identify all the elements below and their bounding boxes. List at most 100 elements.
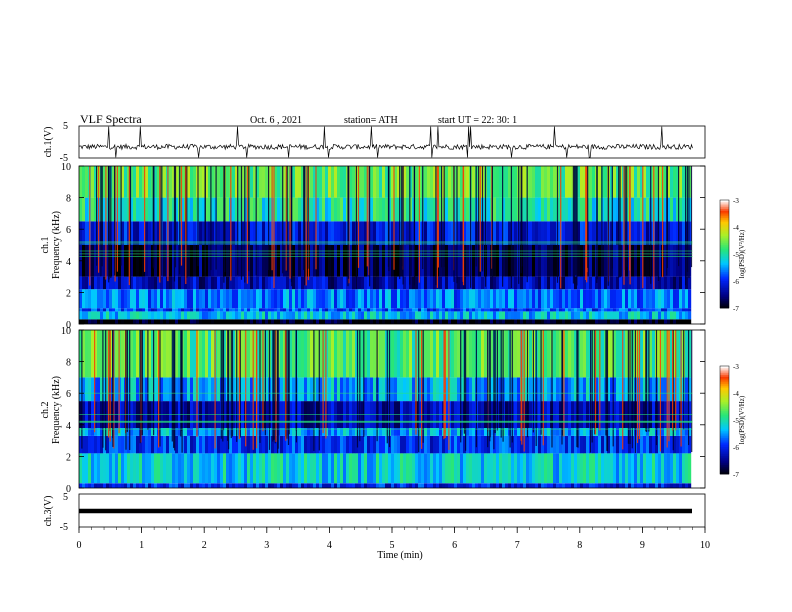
spectrogram-cell — [184, 453, 188, 484]
spectrogram-cell — [586, 435, 590, 454]
spectrogram-cell — [313, 245, 317, 277]
spectrogram-cell — [175, 245, 179, 277]
sferic-streak — [646, 330, 648, 432]
spectrogram-cell — [220, 166, 224, 198]
spectrogram-cell — [562, 289, 566, 309]
spectrogram-cell — [256, 483, 260, 488]
spectrogram-cell — [232, 453, 236, 484]
spectrogram-cell — [187, 221, 191, 245]
spectrogram-cell — [514, 453, 518, 484]
spectrogram-cell — [292, 308, 296, 312]
spectrogram-cell — [241, 319, 245, 324]
spectrogram-cell — [139, 221, 143, 245]
spectrogram-cell — [427, 289, 431, 309]
spectrogram-cell — [316, 330, 320, 378]
spectrogram-cell — [676, 166, 680, 198]
spectrogram-cell — [502, 483, 506, 488]
spectrogram-cell — [595, 483, 599, 488]
spectrogram-cell — [652, 435, 656, 454]
spectrogram-cell — [385, 319, 389, 324]
spectrogram-cell — [166, 377, 170, 402]
spectrogram-cell — [589, 166, 593, 198]
spectrogram-cell — [403, 245, 407, 277]
spectrogram-cell — [88, 483, 92, 488]
spectrogram-cell — [280, 197, 284, 222]
spectrogram-cell — [103, 245, 107, 277]
spectrogram-cell — [535, 289, 539, 309]
spectrogram-cell — [664, 435, 668, 454]
spectrogram-cell — [199, 453, 203, 484]
spectrogram-cell — [538, 435, 542, 454]
spectrogram-cell — [604, 289, 608, 309]
spectrogram-cell — [262, 453, 266, 484]
spectrogram-cell — [601, 435, 605, 454]
spectrogram-cell — [580, 453, 584, 484]
spectrogram-cell — [151, 289, 155, 309]
spectrogram-cell — [247, 289, 251, 309]
spectrogram-cell — [127, 311, 131, 320]
spectrogram-cell — [481, 435, 485, 454]
spectrogram-cell — [322, 311, 326, 320]
spectrogram-cell — [202, 197, 206, 222]
spectrogram-cell — [505, 197, 509, 222]
spectrogram-cell — [658, 377, 662, 402]
sferic-streak — [666, 166, 668, 276]
spectrogram-cell — [187, 319, 191, 324]
spectrogram-cell — [424, 308, 428, 312]
sferic-streak — [657, 166, 660, 281]
spectrogram-cell — [622, 483, 626, 488]
spectrogram-cell — [94, 308, 98, 312]
spectrogram-cell — [100, 377, 104, 402]
spectrogram-cell — [211, 311, 215, 320]
spectrogram-cell — [187, 330, 191, 378]
spectrogram-cell — [184, 308, 188, 312]
spectrogram-cell — [208, 276, 212, 290]
spectrogram-cell — [376, 166, 380, 198]
spectrogram-cell — [577, 319, 581, 324]
spectrogram-cell — [241, 311, 245, 320]
colorbar-segment — [720, 427, 729, 430]
narrowband-line — [79, 422, 693, 423]
spectrogram-cell — [673, 435, 677, 454]
spectrogram-cell — [688, 377, 692, 402]
spectrogram-cell — [505, 289, 509, 309]
spectrogram-cell — [661, 319, 665, 324]
spectrogram-cell — [664, 245, 668, 277]
spectrogram-cell — [631, 319, 635, 324]
spectrogram-cell — [268, 276, 272, 290]
spectrogram-cell — [616, 308, 620, 312]
spectrogram-cell — [529, 166, 533, 198]
spectrogram-cell — [607, 319, 611, 324]
spectrogram-cell — [547, 166, 551, 198]
spectrogram-cell — [646, 435, 650, 454]
spectrogram-cell — [331, 276, 335, 290]
spectrogram-cell — [415, 308, 419, 312]
colorbar-frame — [719, 365, 730, 475]
spectrogram-cell — [205, 377, 209, 402]
spectrogram-cell — [277, 319, 281, 324]
spectrogram-cell — [202, 308, 206, 312]
spectrogram-cell — [388, 453, 392, 484]
spectrogram-cell — [331, 308, 335, 312]
spectrogram-cell — [442, 311, 446, 320]
spectrogram-cell — [403, 311, 407, 320]
spectrogram-cell — [145, 311, 149, 320]
sferic-streak — [436, 166, 438, 288]
spectrogram-cell — [214, 453, 218, 484]
spectrogram-cell — [454, 166, 458, 198]
spectrogram-cell — [499, 289, 503, 309]
spectrogram-cell — [472, 245, 476, 277]
spectrogram-cell — [433, 428, 437, 436]
spectrogram-cell — [304, 377, 308, 402]
spectrogram-cell — [193, 197, 197, 222]
spectrogram-cell — [466, 435, 470, 454]
spectrogram-cell — [613, 453, 617, 484]
spectrogram-cell — [241, 453, 245, 484]
spectrogram-cell — [328, 428, 332, 436]
spectrogram-cell — [268, 308, 272, 312]
spectrogram-cell — [226, 289, 230, 309]
sferic-streak — [470, 166, 472, 288]
sferic-streak — [494, 330, 496, 434]
spectrogram-cell — [370, 483, 374, 488]
spectrogram-cell — [685, 166, 689, 198]
